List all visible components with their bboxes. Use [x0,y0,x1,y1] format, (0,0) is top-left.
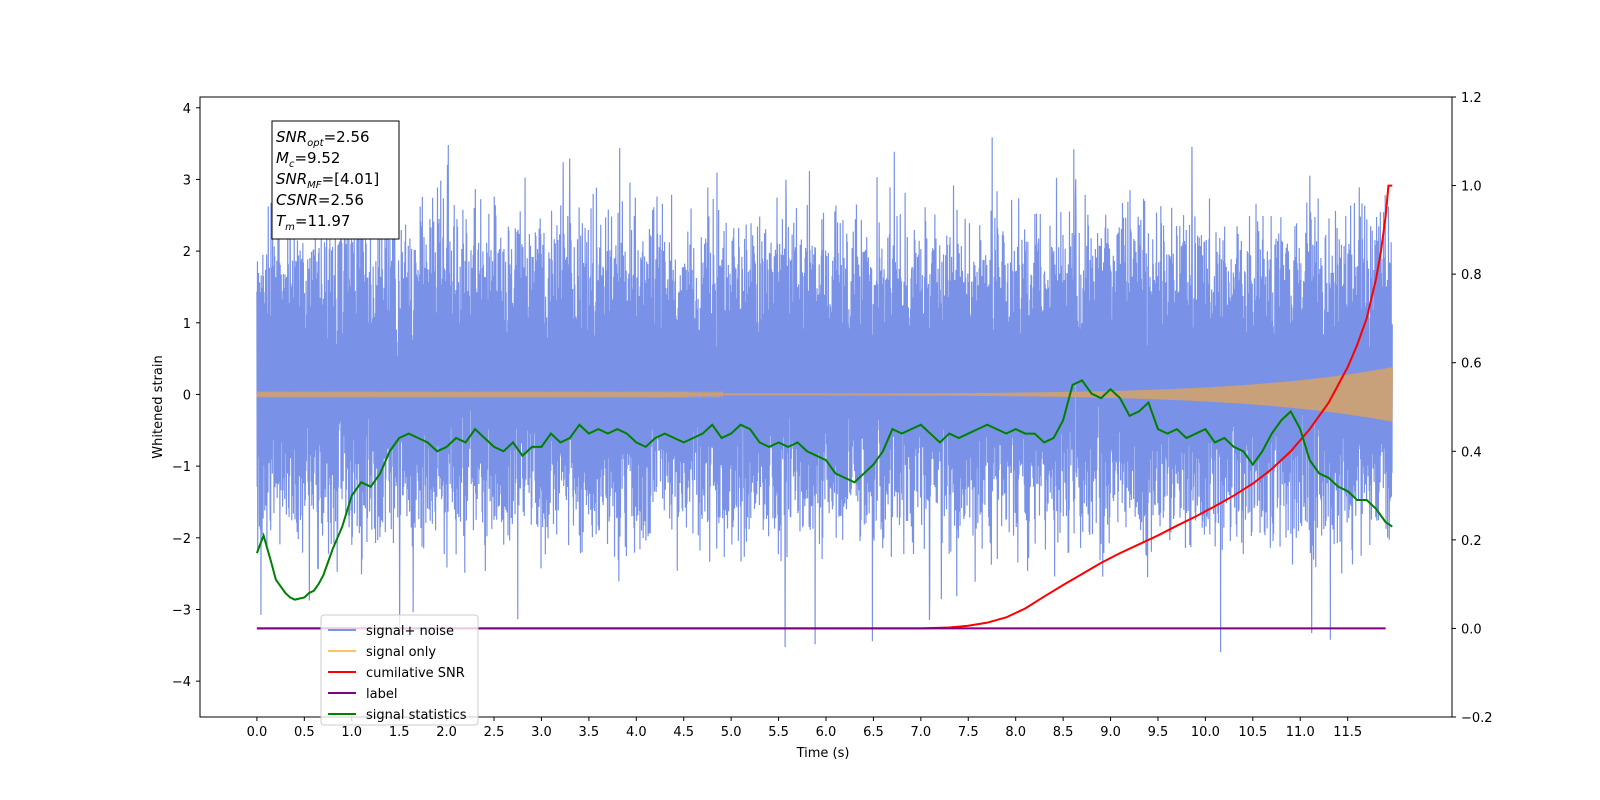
x-tick-label: 5.5 [768,725,789,740]
y-axis-label: Whitened strain [151,355,166,458]
x-tick-label: 2.5 [484,725,505,740]
y-tick-label: 4 [183,102,191,117]
y2-tick-label: 0.4 [1461,445,1482,460]
series-layer [255,137,1393,653]
legend-label: label [366,687,397,702]
y-tick-label: −4 [172,675,191,690]
y2-tick-label: 0.6 [1461,357,1482,372]
y-tick-label: 2 [183,245,191,260]
y-tick-label: −3 [172,603,191,618]
y2-tick-label: 1.2 [1461,91,1482,106]
x-tick-label: 3.0 [531,725,552,740]
x-tick-label: 6.5 [863,725,884,740]
x-tick-label: 4.0 [626,725,647,740]
y2-tick-label: −0.2 [1461,711,1493,726]
x-axis-ticks: 0.0 0.5 1.0 1.5 2.0 2.5 3.0 3.5 4.0 4.5 5.0 5.5 6.0 6… [247,717,1362,740]
x-tick-label: 0.5 [294,725,315,740]
x-axis-label: Time (s) [796,746,850,761]
x-tick-label: 11.5 [1333,725,1362,740]
x-tick-label: 8.5 [1053,725,1074,740]
series-signal-noise [256,137,1393,653]
annotation-line: CSNR=2.56 [276,191,364,209]
legend-label: signal only [366,645,436,660]
y-tick-label: 3 [183,173,191,188]
legend-label: cumilative SNR [366,666,465,681]
x-tick-label: 2.0 [436,725,457,740]
legend-frame [320,614,479,726]
legend-label: signal statistics [366,708,467,723]
legend-label: signal+ noise [366,624,454,639]
series-cumilative-snr [256,184,1393,630]
x-tick-label: 1.5 [389,725,410,740]
y-tick-label: 1 [183,317,191,332]
x-tick-label: 5.0 [721,725,742,740]
x-tick-label: 1.0 [341,725,362,740]
x-tick-label: 9.0 [1100,725,1121,740]
y-tick-label: −1 [172,460,191,475]
annotation-line: SNRopt=2.56 [276,128,370,149]
x-tick-label: 8.0 [1005,725,1026,740]
annotation-line: Tm=11.97 [276,212,350,233]
series-signal-only [256,367,1393,422]
y-tick-label: −2 [172,532,191,547]
x-tick-label: 7.0 [911,725,932,740]
x-tick-label: 4.5 [673,725,694,740]
y2-tick-label: 0.2 [1461,534,1482,549]
x-tick-label: 10.5 [1238,725,1267,740]
x-tick-label: 6.0 [816,725,837,740]
annotation-line: Mc=9.52 [276,149,340,170]
y2-tick-label: 0.0 [1461,622,1482,637]
y2-axis-ticks: 1.2 1.0 0.8 0.6 0.4 0.2 0.0 −0.2 [1452,91,1493,726]
legend: signal+ noise signal only cumilative SNR la… [320,614,479,726]
y-tick-label: 0 [183,388,191,403]
x-tick-label: 0.0 [247,725,268,740]
x-tick-label: 10.0 [1191,725,1220,740]
x-tick-label: 9.5 [1148,725,1169,740]
series-signal-statistics [255,379,1393,601]
annotation-frame [271,120,400,240]
y2-tick-label: 1.0 [1461,180,1482,195]
x-tick-label: 7.5 [958,725,979,740]
x-tick-label: 11.0 [1286,725,1315,740]
y-axis-ticks: 4 3 2 1 0 −1 −2 −3 −4 [172,102,200,690]
annotation-line: SNRMF=[4.01] [276,170,379,191]
y2-tick-label: 0.8 [1461,268,1482,283]
x-tick-label: 3.5 [579,725,600,740]
